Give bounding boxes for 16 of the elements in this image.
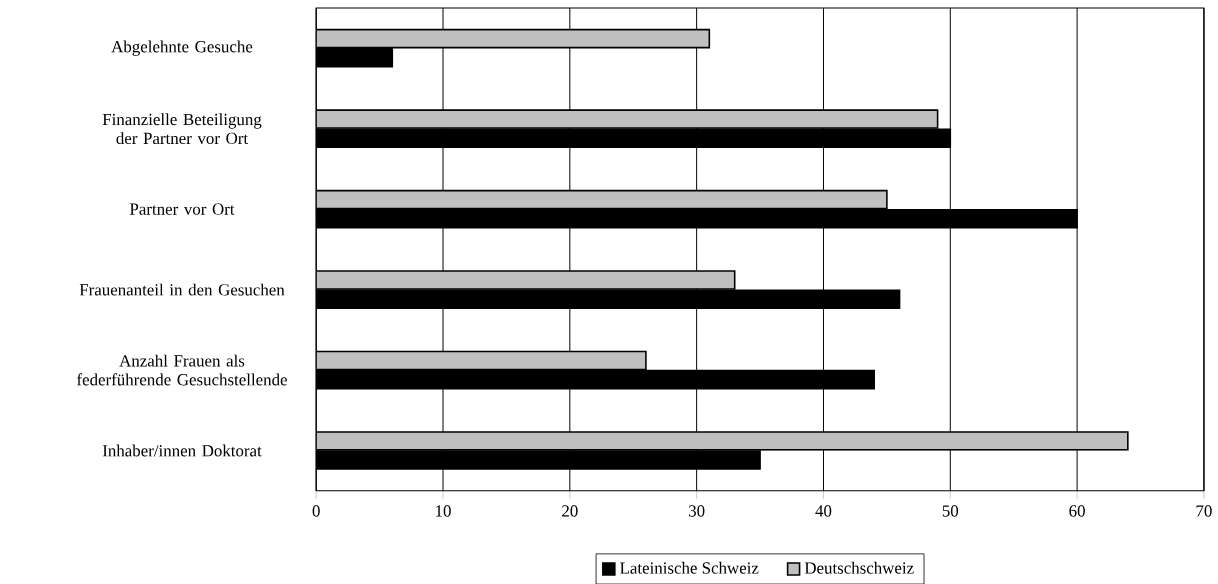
- x-tick-label: 30: [689, 505, 705, 517]
- y-tick-label: Partner vor Ort: [129, 203, 235, 215]
- y-tick-label: Abgelehnte Gesuche: [111, 40, 253, 56]
- legend-label: Lateinische Schweiz: [620, 561, 759, 574]
- x-tick-label: 20: [562, 505, 578, 517]
- y-tick-label: Frauenanteil in den Gesuchen: [79, 283, 285, 296]
- y-tick-label: Anzahl Frauen als federführende Gesuchstellende: [77, 354, 287, 386]
- x-tick-label: 60: [1069, 505, 1085, 517]
- y-tick-label: Finanzielle Beteiligung der Partner vor Ort: [102, 113, 262, 144]
- legend-label: Deutschschweiz: [804, 561, 914, 574]
- x-tick-label: 70: [1196, 505, 1212, 517]
- y-tick-label: Inhaber/innen Doktorat: [102, 444, 262, 457]
- x-tick-label: 10: [436, 505, 451, 517]
- x-tick-label: 50: [942, 505, 959, 517]
- x-tick-label: 40: [815, 505, 832, 517]
- x-tick-label: 0: [312, 505, 320, 517]
